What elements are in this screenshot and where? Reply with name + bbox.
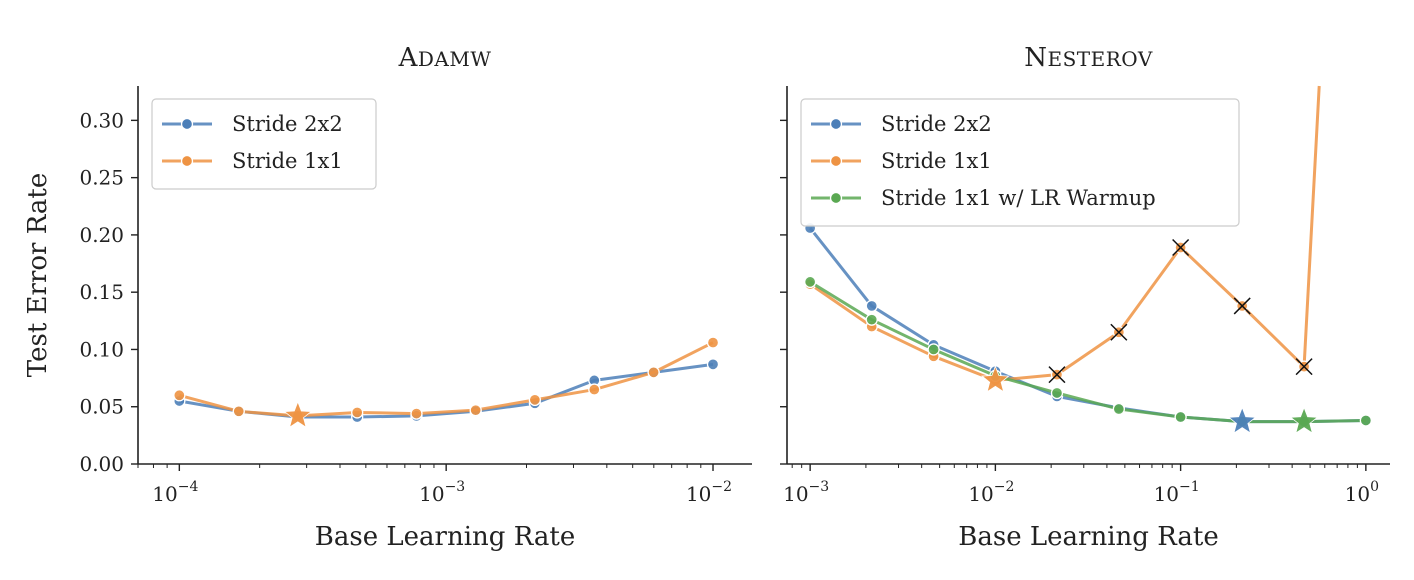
y-tick-label: 0.25 (79, 166, 124, 190)
legend-label-stride-1x1: Stride 1x1 (232, 149, 343, 173)
y-tick-label: 0.10 (79, 337, 124, 361)
x-tick-label: 10−3 (419, 479, 465, 506)
legend-box (151, 98, 377, 190)
x-tick-label: 10−3 (783, 479, 829, 506)
y-tick-label: 0.00 (79, 452, 124, 476)
panel-adamw: ADAMW 0.00 0.05 0.10 0.15 0.20 0.25 0.30 10−4 10−… (23, 43, 752, 552)
legend-marker-stride-2x2 (829, 117, 843, 131)
data-point-stride-1x1-w-lr-warmup (1359, 414, 1373, 427)
data-point-stride-1x1 (528, 393, 542, 407)
diverged-marker (1172, 238, 1190, 257)
legend-label-stride-1x1-w-lr-warmup: Stride 1x1 w/ LR Warmup (881, 186, 1156, 210)
data-point-stride-1x1 (469, 404, 482, 417)
data-point-stride-1x1-w-lr-warmup (865, 313, 878, 326)
data-point-stride-1x1-w-lr-warmup (1050, 386, 1064, 400)
panel-nesterov: NESTEROV 10−3 10−2 10−1 100 Base Learning Rat… (780, 43, 1390, 552)
plot-area (173, 336, 720, 424)
legend-label-stride-2x2: Stride 2x2 (232, 112, 343, 136)
panel-title: ADAMW (398, 43, 492, 73)
data-point-stride-1x1 (232, 405, 245, 418)
x-tick-label: 10−1 (1154, 479, 1200, 506)
data-point-stride-1x1-w-lr-warmup (1112, 402, 1125, 416)
x-tick-label: 10−2 (686, 479, 732, 506)
x-tick-label: 100 (1345, 479, 1379, 506)
data-point-stride-2x2 (706, 358, 720, 371)
data-point-stride-1x1 (647, 366, 660, 379)
diverged-marker (1233, 297, 1251, 315)
data-point-stride-1x1 (706, 336, 720, 349)
series-line-stride-1x1 (178, 341, 714, 418)
y-tick-label: 0.30 (79, 108, 124, 132)
diverged-marker (1110, 323, 1128, 341)
data-point-stride-1x1-w-lr-warmup (927, 343, 940, 356)
series-line-stride-2x2 (179, 362, 714, 419)
legend-marker-stride-2x2 (180, 117, 194, 131)
y-axis-title: Test Error Rate (23, 173, 53, 377)
legend: Stride 2x2 Stride 1x1 Stride 1x1 w/ LR War… (800, 98, 1240, 227)
legend-box (800, 98, 1240, 227)
y-tick-label: 0.15 (79, 280, 124, 304)
y-tick-label: 0.05 (79, 395, 124, 419)
diverged-marker (1048, 366, 1066, 384)
panel-title: NESTEROV (1024, 43, 1153, 73)
legend-label-stride-2x2: Stride 2x2 (881, 112, 992, 136)
series-line-stride-2x2 (808, 227, 1366, 424)
legend-marker-stride-1x1 (829, 154, 843, 168)
y-tick-label: 0.20 (79, 223, 124, 247)
legend: Stride 2x2 Stride 1x1 (151, 98, 377, 190)
best-marker-star (1227, 406, 1257, 434)
x-tick-label: 10−4 (152, 479, 198, 506)
data-point-stride-1x1 (351, 406, 364, 419)
data-point-stride-1x1 (588, 383, 601, 396)
data-point-stride-2x2 (865, 299, 878, 313)
x-axis-title: Base Learning Rate (958, 522, 1218, 552)
best-marker-star (283, 400, 313, 429)
data-point-stride-1x1 (173, 389, 186, 402)
data-point-stride-1x1-w-lr-warmup (1174, 410, 1187, 424)
diverged-marker (1295, 358, 1313, 376)
x-tick-label: 10−2 (968, 479, 1014, 506)
series-line-stride-1x1 (809, 85, 1321, 382)
data-point-stride-1x1-w-lr-warmup (803, 275, 817, 289)
series-line-stride-1x1-w-lr-warmup (809, 280, 1366, 424)
legend-label-stride-1x1: Stride 1x1 (881, 149, 992, 173)
legend-marker-stride-1x1-w-lr-warmup (829, 191, 843, 205)
legend-marker-stride-1x1 (180, 154, 194, 168)
data-point-stride-1x1 (410, 407, 423, 420)
best-marker-star (1289, 406, 1319, 434)
best-marker-star (981, 365, 1010, 393)
x-axis-title: Base Learning Rate (315, 522, 575, 552)
